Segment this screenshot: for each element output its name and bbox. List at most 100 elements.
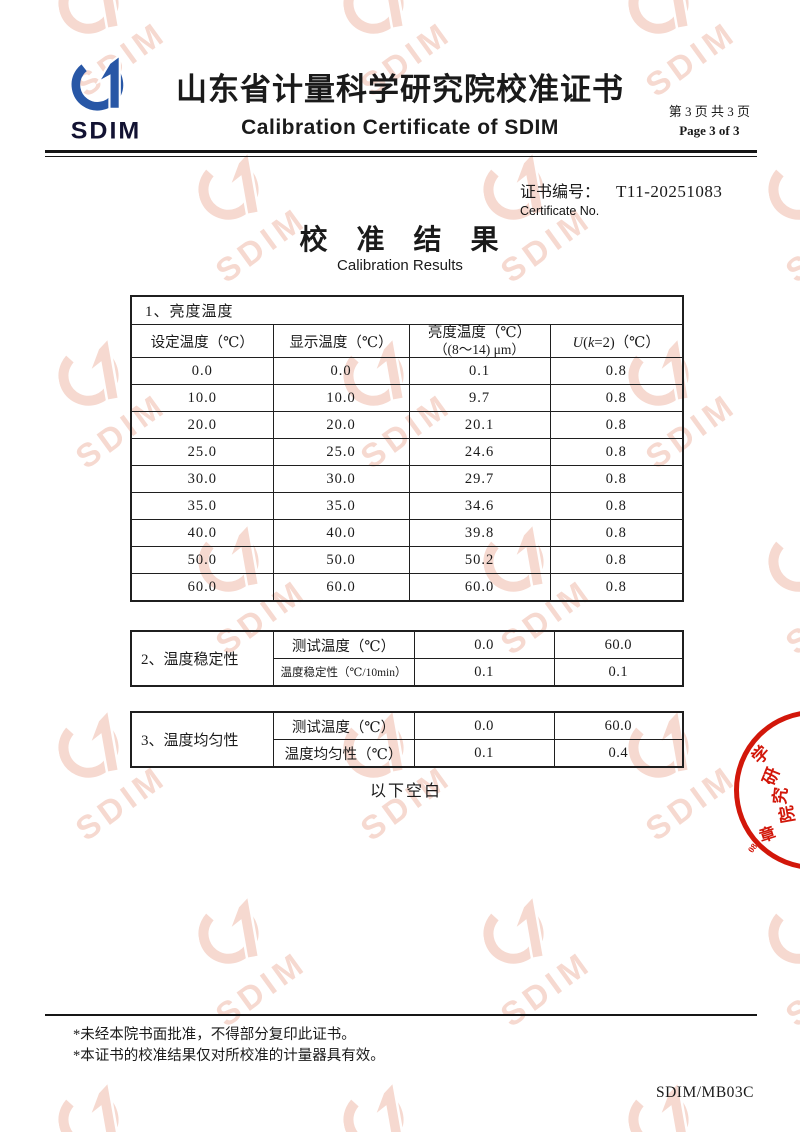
sdim-watermark-icon	[343, 1079, 406, 1132]
sdim-watermark-icon	[483, 893, 546, 964]
watermark: SDIM	[465, 149, 635, 310]
table-cell: 0.8	[549, 411, 684, 439]
table-row: 35.0 35.0 34.6 0.8	[130, 492, 684, 520]
table-cell: 0.1	[413, 658, 555, 687]
footer-note: *未经本院书面批准，不得部分复印此证书。	[73, 1027, 356, 1043]
sdim-watermark-icon	[343, 0, 406, 34]
table-cell: 20.0	[130, 411, 274, 439]
table-cell: 40.0	[272, 519, 410, 547]
table1-caption: 1、亮度温度	[130, 295, 684, 325]
table1-body: 0.0 0.0 0.1 0.8 10.0 10.0 9.7 0.8 20.0 20.0 20.1 0.…	[130, 357, 684, 602]
table3-row1-label: 测试温度（℃）	[272, 711, 415, 740]
table-cell: 0.8	[549, 519, 684, 547]
column-header-uncertainty: U(k=2)（℃）	[549, 324, 684, 358]
table-cell: 9.7	[408, 384, 551, 412]
table-cell: 50.2	[408, 546, 551, 574]
table-row: 0.0 0.0 0.1 0.8	[130, 357, 684, 385]
watermark: SDIM	[750, 893, 800, 1054]
seal-char: 究	[770, 786, 791, 806]
table-cell: 60.0	[130, 573, 274, 602]
table-cell: 20.0	[272, 411, 410, 439]
table2-row2-label: 温度稳定性（℃/10min）	[272, 658, 415, 687]
table2-row1-label: 测试温度（℃）	[272, 630, 415, 659]
certificate-number-block: 证书编号： T11-20251083 Certificate No.	[520, 178, 722, 218]
table-cell: 0.0	[413, 711, 555, 740]
institute-title-cn: 山东省计量科学研究院校准证书	[176, 72, 624, 107]
table-row: 30.0 30.0 29.7 0.8	[130, 465, 684, 493]
sdim-watermark-icon	[768, 149, 800, 220]
sdim-watermark-icon	[58, 335, 121, 406]
table-cell: 0.8	[549, 357, 684, 385]
table-cell: 50.0	[272, 546, 410, 574]
table-cell: 60.0	[553, 711, 684, 740]
table2-caption: 2、温度稳定性	[130, 630, 274, 687]
table-cell: 0.1	[553, 658, 684, 687]
table-cell: 60.0	[553, 630, 684, 659]
column-header-brightness-temp: 亮度温度（℃） （(8～14) μm）	[408, 324, 551, 358]
table-cell: 25.0	[272, 438, 410, 466]
table-cell: 35.0	[130, 492, 274, 520]
sdim-watermark-icon	[768, 893, 800, 964]
column-header-set-temp: 设定温度（℃）	[130, 324, 274, 358]
watermark: SDIM	[40, 707, 210, 868]
table-cell: 0.0	[272, 357, 410, 385]
table-cell: 0.4	[553, 739, 684, 768]
sdim-logo-icon	[71, 53, 124, 111]
table-cell: 0.8	[549, 384, 684, 412]
header-titles: 山东省计量科学研究院校准证书 Calibration Certificate o…	[140, 64, 660, 140]
institute-title-en: Calibration Certificate of SDIM	[241, 116, 559, 139]
watermark: SDIM	[325, 1079, 495, 1132]
watermark: SDIM	[610, 1079, 780, 1132]
sdim-watermark-icon	[58, 707, 121, 778]
section-title-cn: 校 准 结 果	[299, 225, 501, 256]
footer-divider	[45, 1014, 757, 1016]
watermark: SDIM	[40, 1079, 210, 1132]
seal-char: 院	[776, 804, 799, 825]
table-row: 25.0 25.0 24.6 0.8	[130, 438, 684, 466]
table-row: 40.0 40.0 39.8 0.8	[130, 519, 684, 547]
sdim-watermark-icon	[198, 149, 261, 220]
table-row: 温度稳定性（℃/10min） 0.1 0.1	[131, 658, 684, 687]
sdim-watermark-icon	[768, 521, 800, 592]
temperature-stability-table: 2、温度稳定性 测试温度（℃） 0.0 60.0 温度稳定性（℃/10min） …	[130, 630, 684, 687]
table-cell: 40.0	[130, 519, 274, 547]
page-indicator-en: Page 3 of 3	[679, 123, 740, 138]
table-cell: 60.0	[272, 573, 410, 602]
table-row: 温度均匀性（℃） 0.1 0.4	[131, 739, 684, 768]
page-indicator-cn: 第 3 页 共 3 页	[668, 104, 750, 119]
table-cell: 10.0	[272, 384, 410, 412]
table3-row2-label: 温度均匀性（℃）	[272, 739, 415, 768]
certificate-number-label: 证书编号：	[520, 184, 601, 201]
temperature-uniformity-table: 3、温度均匀性 测试温度（℃） 0.0 60.0 温度均匀性（℃） 0.1 0.…	[130, 711, 684, 768]
sdim-watermark-icon	[58, 1079, 121, 1132]
table-cell: 25.0	[130, 438, 274, 466]
table-row: 20.0 20.0 20.1 0.8	[130, 411, 684, 439]
table-cell: 0.8	[549, 438, 684, 466]
table-cell: 10.0	[130, 384, 274, 412]
table-header-row: 设定温度（℃） 显示温度（℃） 亮度温度（℃） （(8～14) μm） U(k=2…	[130, 324, 684, 358]
seal-char: 研	[759, 764, 784, 788]
table3-caption: 3、温度均匀性	[130, 711, 274, 768]
table-cell: 34.6	[408, 492, 551, 520]
certificate-number-value: T11-20251083	[616, 182, 723, 201]
watermark: SDIM	[180, 893, 350, 1054]
sdim-logo-text: SDIM	[70, 117, 142, 145]
table-caption-row: 1、亮度温度	[130, 295, 684, 325]
table-row: 3、温度均匀性 测试温度（℃） 0.0 60.0	[130, 711, 684, 768]
table-cell: 0.0	[130, 357, 274, 385]
blank-below-note: 以下空白	[369, 783, 442, 800]
page-indicator: 第 3 页 共 3 页 Page 3 of 3	[669, 102, 750, 140]
header-divider	[45, 150, 757, 157]
section-title-en: Calibration Results	[337, 257, 463, 274]
sdim-watermark-icon	[628, 1079, 691, 1132]
watermark: SDIM	[750, 521, 800, 682]
table-cell: 0.0	[413, 630, 555, 659]
sdim-watermark-icon	[628, 0, 691, 34]
table-row: 50.0 50.0 50.2 0.8	[130, 546, 684, 574]
sdim-watermark-icon	[198, 893, 261, 964]
table-cell: 60.0	[408, 573, 551, 602]
watermark: SDIM	[180, 149, 350, 310]
watermark: SDIM	[325, 0, 495, 124]
